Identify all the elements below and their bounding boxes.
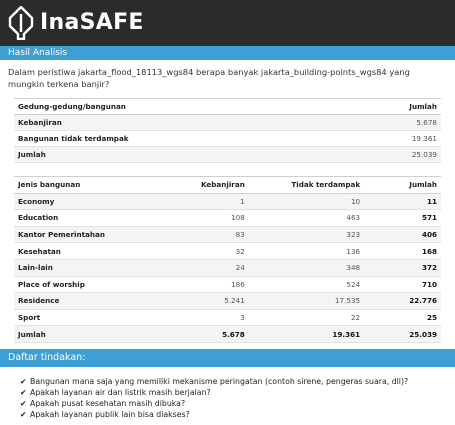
action-text: Apakah layanan air dan listrik masih ber…	[30, 388, 211, 397]
table-row: Jumlah 25.039	[14, 146, 441, 163]
analysis-question: Dalam peristiwa jakarta_flood_18113_wgs8…	[8, 67, 410, 89]
unaffected-count: 524	[248, 276, 365, 294]
building-type: Education	[14, 209, 160, 227]
check-icon: ✔	[20, 399, 27, 408]
table-row: Sport 3 22 25	[14, 309, 441, 327]
table-row: Residence 5.241 17.535 22.776	[14, 292, 441, 310]
building-type: Residence	[14, 292, 160, 310]
unaffected-count: 323	[248, 226, 365, 244]
column-header: Gedung-gedung/bangunan	[14, 98, 335, 115]
action-text: Apakah pusat kesehatan masih dibuka?	[30, 399, 186, 408]
unaffected-count: 10	[248, 193, 365, 211]
action-item: ✔ Apakah layanan publik lain bisa diakses…	[20, 409, 408, 420]
table-row: Place of worship 186 524 710	[14, 276, 441, 294]
unaffected-count: 463	[248, 209, 365, 227]
unaffected-count: 348	[248, 259, 365, 277]
unaffected-count: 19.361	[248, 325, 365, 343]
table-header-row: Gedung-gedung/bangunan Jumlah	[14, 98, 441, 115]
row-value: 19.361	[334, 130, 441, 147]
column-header: Jumlah	[364, 176, 441, 194]
unaffected-count: 22	[248, 309, 365, 327]
building-type: Kantor Pemerintahan	[14, 226, 160, 244]
total-count: 168	[364, 242, 441, 260]
summary-table: Gedung-gedung/bangunan Jumlah Kebanjiran…	[14, 98, 441, 163]
table-row: Lain-lain 24 348 372	[14, 259, 441, 277]
column-header: Kebanjiran	[159, 176, 249, 194]
action-text: Bangunan mana saja yang memiliki mekanis…	[30, 377, 409, 386]
building-type: Place of worship	[14, 276, 160, 294]
building-type: Jumlah	[14, 325, 160, 343]
flooded-count: 3	[159, 309, 249, 327]
building-type: Kesehatan	[14, 242, 160, 260]
flooded-count: 5.678	[159, 325, 249, 343]
inasafe-logo-icon	[8, 6, 34, 40]
building-type: Lain-lain	[14, 259, 160, 277]
column-header: Jumlah	[334, 98, 441, 115]
check-icon: ✔	[20, 410, 27, 419]
total-count: 571	[364, 209, 441, 227]
action-item: ✔ Bangunan mana saja yang memiliki mekani…	[20, 376, 408, 387]
column-header: Jenis bangunan	[14, 176, 160, 194]
action-item: ✔ Apakah pusat kesehatan masih dibuka?	[20, 398, 408, 409]
unaffected-count: 136	[248, 242, 365, 260]
brand-header: InaSAFE	[0, 0, 455, 46]
row-value: 5.678	[334, 114, 441, 131]
action-list: ✔ Bangunan mana saja yang memiliki mekani…	[20, 376, 408, 420]
total-count: 25.039	[364, 325, 441, 343]
total-count: 372	[364, 259, 441, 277]
column-header: Tidak terdampak	[248, 176, 365, 194]
table-row: Education 108 463 571	[14, 209, 441, 227]
row-label: Jumlah	[14, 146, 335, 163]
table-row: Kesehatan 32 136 168	[14, 242, 441, 260]
brand-name: InaSAFE	[40, 10, 144, 35]
breakdown-table: Jenis bangunan Kebanjiran Tidak terdampa…	[14, 176, 441, 343]
total-row: Jumlah 5.678 19.361 25.039	[14, 325, 441, 343]
actions-header: Daftar tindakan:	[0, 349, 455, 367]
action-item: ✔ Apakah layanan air dan listrik masih be…	[20, 387, 408, 398]
row-label: Kebanjiran	[14, 114, 335, 131]
row-value: 25.039	[334, 146, 441, 163]
building-type: Economy	[14, 193, 160, 211]
check-icon: ✔	[20, 388, 27, 397]
flooded-count: 108	[159, 209, 249, 227]
total-count: 710	[364, 276, 441, 294]
flooded-count: 186	[159, 276, 249, 294]
flooded-count: 1	[159, 193, 249, 211]
row-label: Bangunan tidak terdampak	[14, 130, 335, 147]
flooded-count: 5.241	[159, 292, 249, 310]
total-count: 22.776	[364, 292, 441, 310]
unaffected-count: 17.535	[248, 292, 365, 310]
total-count: 406	[364, 226, 441, 244]
table-row: Kebanjiran 5.678	[14, 114, 441, 131]
flooded-count: 24	[159, 259, 249, 277]
building-type: Sport	[14, 309, 160, 327]
table-row: Bangunan tidak terdampak 19.361	[14, 130, 441, 147]
flooded-count: 83	[159, 226, 249, 244]
action-text: Apakah layanan publik lain bisa diakses?	[30, 410, 190, 419]
check-icon: ✔	[20, 377, 27, 386]
total-count: 11	[364, 193, 441, 211]
page-title: Hasil Analisis	[0, 46, 455, 60]
table-row: Kantor Pemerintahan 83 323 406	[14, 226, 441, 244]
table-header-row: Jenis bangunan Kebanjiran Tidak terdampa…	[14, 176, 441, 194]
table-row: Economy 1 10 11	[14, 193, 441, 211]
total-count: 25	[364, 309, 441, 327]
flooded-count: 32	[159, 242, 249, 260]
